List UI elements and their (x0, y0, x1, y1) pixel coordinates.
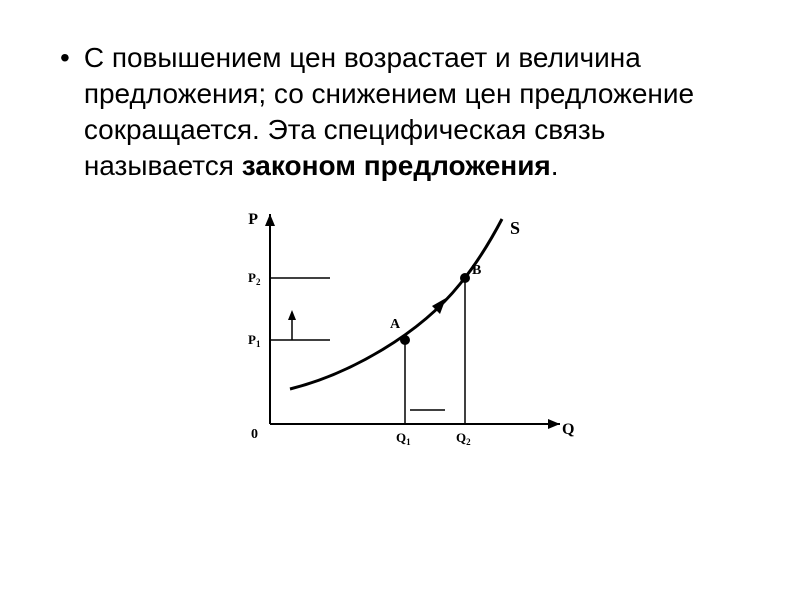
x-axis-arrow (548, 419, 560, 429)
bullet-text-post: . (551, 150, 559, 181)
supply-curve (290, 219, 502, 389)
bullet-text: С повышением цен возрастает и величина п… (84, 40, 740, 184)
bullet-item: • С повышением цен возрастает и величина… (60, 40, 740, 184)
curve-label: S (510, 218, 520, 238)
bullet-marker: • (60, 40, 70, 76)
chart-container: 0 P Q P2 P1 S A B (60, 194, 740, 474)
supply-chart: 0 P Q P2 P1 S A B (210, 194, 590, 474)
y-axis-arrow (265, 214, 275, 226)
y-axis-label: P (248, 211, 258, 228)
bullet-text-bold: законом предложения (242, 150, 551, 181)
p1-label: P1 (248, 332, 261, 349)
x-axis-label: Q (562, 421, 574, 438)
price-up-arrow-head (288, 310, 296, 320)
origin-label: 0 (251, 427, 258, 442)
point-a-label: A (390, 317, 401, 332)
q1-label: Q1 (396, 430, 411, 447)
p2-label: P2 (248, 270, 261, 287)
q2-label: Q2 (456, 430, 471, 447)
point-b-label: B (472, 263, 481, 278)
